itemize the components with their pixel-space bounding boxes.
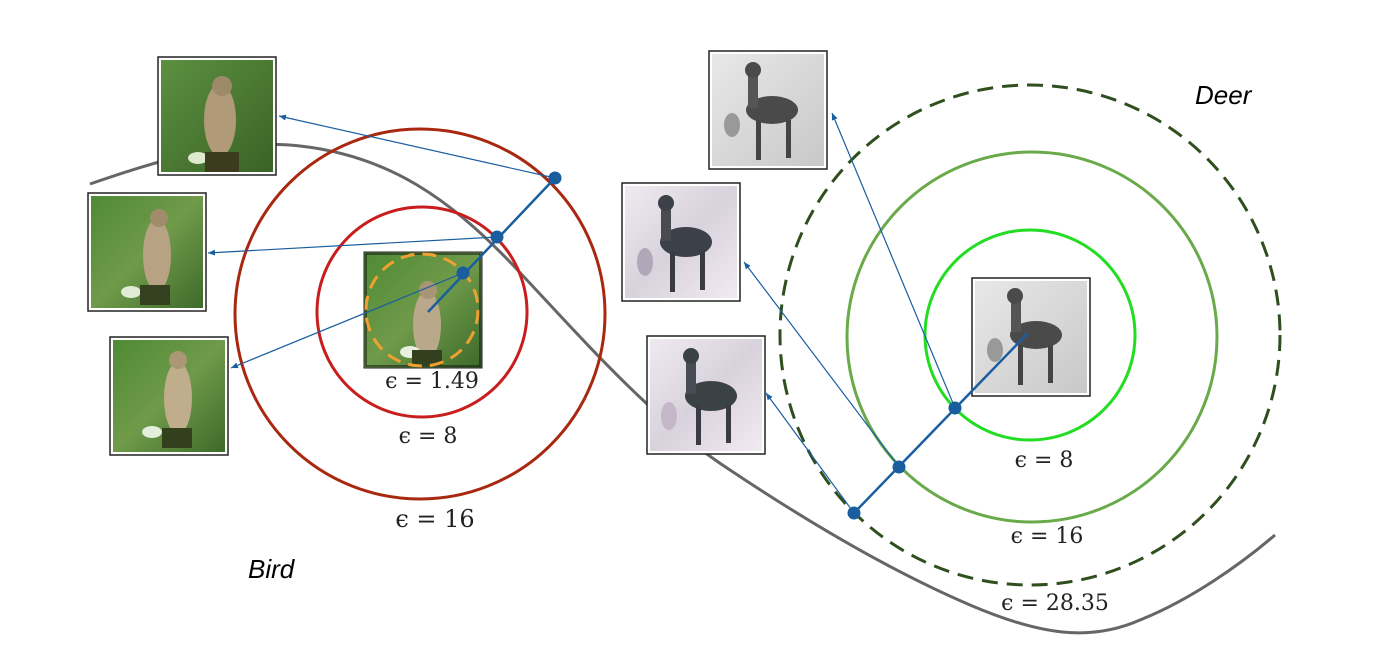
- bird-eps-8-label: ϵ = 8: [399, 424, 458, 449]
- bird-eps-1.49-label: ϵ = 1.49: [385, 369, 479, 394]
- bird-arrow-eps-16: [278, 114, 556, 179]
- bird-arrow-eps-1.49: [230, 272, 464, 369]
- bird-arrow-eps-8: [207, 236, 498, 256]
- deer-eps-16-ring: [845, 150, 1219, 524]
- bird-class-label: Bird: [248, 554, 296, 584]
- deer-arrow-eps-16: [743, 261, 900, 468]
- deer-arrow-eps-28.35: [765, 392, 855, 514]
- deer-eps-16-label: ϵ = 16: [1011, 524, 1084, 549]
- deer-arrow-eps-8: [831, 112, 956, 409]
- bird-eps-8-ring: [315, 205, 529, 419]
- deer-original-image: [971, 277, 1091, 397]
- bird-eps-1.49-ring: [364, 252, 480, 368]
- decision-boundary-curve: [89, 142, 1276, 635]
- deer-adv-eps-16-image: [621, 182, 741, 302]
- deer-adv-eps-8-image: [708, 50, 828, 170]
- deer-class-label: Deer: [1195, 80, 1253, 110]
- bird-adv-eps-1.49-image: [109, 336, 229, 456]
- deer-eps-28.35-ring: [778, 83, 1282, 587]
- bird-original-image: [363, 251, 483, 369]
- bird-eps-16-label: ϵ = 16: [395, 505, 474, 533]
- bird-adv-eps-16-image: [157, 56, 277, 176]
- bird-eps-16-ring: [233, 127, 607, 501]
- deer-perturbation-path: [853, 332, 1029, 514]
- deer-eps-28.35-label: ϵ = 28.35: [1001, 591, 1109, 616]
- deer-eps-8-label: ϵ = 8: [1015, 448, 1074, 473]
- bird-perturbation-path: [427, 177, 556, 313]
- deer-adv-eps-28.35-image: [646, 335, 766, 455]
- bird-adv-eps-8-image: [87, 192, 207, 312]
